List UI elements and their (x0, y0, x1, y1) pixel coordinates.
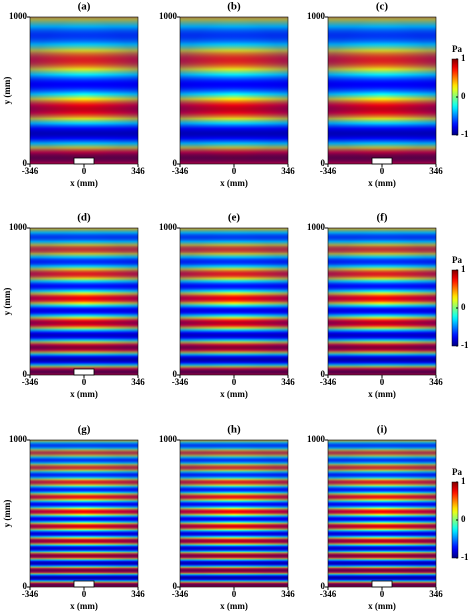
colorbar-tick-label: -1 (461, 340, 469, 350)
y-tick-label: 1000 (307, 222, 326, 232)
x-axis-label: x (mm) (368, 178, 396, 188)
x-tick-label: -346 (320, 377, 337, 387)
x-tick-label: 346 (131, 589, 145, 599)
field-shade (328, 17, 436, 164)
x-tick-label: -346 (22, 166, 39, 176)
y-tick-label: 0 (173, 369, 178, 379)
y-tick-label: 1000 (9, 222, 28, 232)
y-tick-label: 0 (173, 158, 178, 168)
y-axis-label: y (mm) (2, 288, 12, 316)
source (73, 368, 95, 376)
field-shade (30, 440, 138, 587)
colorbar-tick-label: 0 (461, 302, 466, 312)
colorbar-tick-label: 1 (461, 476, 466, 486)
x-axis-label: x (mm) (368, 601, 396, 611)
x-tick-label: 0 (82, 166, 87, 176)
panel-title: (h) (227, 424, 241, 436)
source (371, 157, 393, 165)
field-shade (328, 228, 436, 375)
field-shade (180, 17, 288, 164)
source (371, 580, 393, 588)
x-tick-label: -346 (320, 589, 337, 599)
colorbar-tick-label: -1 (461, 552, 469, 562)
x-tick-label: 346 (131, 166, 145, 176)
panel-title: (b) (227, 1, 241, 13)
panel-title: (f) (377, 212, 388, 224)
colorbar-tick-label: 1 (461, 53, 466, 63)
x-tick-label: 346 (281, 589, 295, 599)
colorbar-label: Pa (452, 255, 462, 265)
y-tick-label: 0 (23, 581, 28, 591)
field-shade (30, 228, 138, 375)
x-tick-label: 0 (232, 589, 237, 599)
panel-title: (i) (377, 424, 388, 436)
x-axis-label: x (mm) (220, 178, 248, 188)
y-tick-label: 1000 (307, 434, 326, 444)
x-tick-label: -346 (172, 166, 189, 176)
y-tick-label: 1000 (159, 11, 178, 21)
x-tick-label: 346 (131, 377, 145, 387)
y-tick-label: 1000 (9, 434, 28, 444)
x-tick-label: 346 (281, 377, 295, 387)
x-tick-label: 0 (380, 589, 385, 599)
field-shade (30, 17, 138, 164)
x-tick-label: -346 (22, 377, 39, 387)
x-tick-label: 346 (429, 166, 443, 176)
colorbar-label: Pa (452, 44, 462, 54)
y-tick-label: 0 (23, 158, 28, 168)
colorbar-label: Pa (452, 467, 462, 477)
colorbar-tick-label: -1 (461, 129, 469, 139)
x-axis-label: x (mm) (70, 601, 98, 611)
x-tick-label: 0 (232, 166, 237, 176)
y-tick-label: 0 (321, 369, 326, 379)
field-shade (328, 440, 436, 587)
y-tick-label: 1000 (307, 11, 326, 21)
panel-title: (e) (228, 212, 241, 224)
y-axis-label: y (mm) (2, 77, 12, 105)
x-tick-label: 346 (429, 377, 443, 387)
x-axis-label: x (mm) (220, 601, 248, 611)
y-tick-label: 1000 (9, 11, 28, 21)
field-shade (180, 228, 288, 375)
colorbar-tick-label: 0 (461, 514, 466, 524)
x-axis-label: x (mm) (70, 389, 98, 399)
x-tick-label: 0 (82, 589, 87, 599)
x-tick-label: -346 (22, 589, 39, 599)
x-axis-label: x (mm) (70, 178, 98, 188)
y-tick-label: 0 (321, 581, 326, 591)
y-tick-label: 0 (23, 369, 28, 379)
x-axis-label: x (mm) (220, 389, 248, 399)
panel-title: (c) (376, 1, 389, 13)
colorbar-tick-label: 1 (461, 264, 466, 274)
source (73, 580, 95, 588)
panel-title: (a) (78, 1, 91, 13)
x-axis-label: x (mm) (368, 389, 396, 399)
x-tick-label: -346 (172, 377, 189, 387)
y-tick-label: 0 (321, 158, 326, 168)
y-axis-label: y (mm) (2, 500, 12, 528)
y-tick-label: 1000 (159, 434, 178, 444)
x-tick-label: 346 (429, 589, 443, 599)
x-tick-label: 0 (380, 377, 385, 387)
x-tick-label: -346 (172, 589, 189, 599)
x-tick-label: 0 (380, 166, 385, 176)
x-tick-label: 346 (281, 166, 295, 176)
y-tick-label: 0 (173, 581, 178, 591)
y-tick-label: 1000 (159, 222, 178, 232)
panel-title: (d) (77, 212, 91, 224)
x-tick-label: 0 (82, 377, 87, 387)
panel-title: (g) (78, 424, 91, 436)
colorbar-tick-label: 0 (461, 91, 466, 101)
x-tick-label: 0 (232, 377, 237, 387)
x-tick-label: -346 (320, 166, 337, 176)
field-shade (180, 440, 288, 587)
source (73, 157, 95, 165)
